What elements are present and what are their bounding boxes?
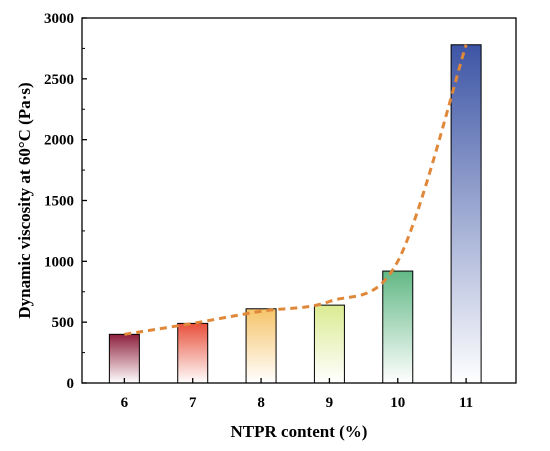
bars [108, 44, 482, 384]
x-tick-label: 7 [189, 395, 197, 411]
x-tick-label: 6 [121, 395, 129, 411]
y-axis: 0 500 1000 1500 2000 2500 3000 [44, 11, 87, 392]
trendline-path [124, 44, 468, 336]
y-tick-label: 2000 [44, 133, 74, 149]
y-tick-label: 500 [52, 315, 75, 331]
bar-7 [177, 322, 209, 384]
x-axis-title: NTPR content (%) [231, 422, 368, 441]
bar-6 [108, 333, 140, 384]
x-tick-label: 11 [459, 395, 473, 411]
bar-9 [313, 304, 345, 384]
y-tick-label: 3000 [44, 11, 74, 27]
y-tick-label: 1500 [44, 194, 74, 210]
bar-10 [382, 270, 414, 384]
x-tick-label: 9 [326, 395, 334, 411]
bar-11 [450, 44, 482, 384]
x-axis: 6 7 8 9 10 11 [121, 378, 473, 411]
trendline [124, 44, 468, 336]
bar-8 [245, 308, 277, 384]
x-tick-label: 10 [390, 395, 405, 411]
y-tick-label: 0 [67, 376, 75, 392]
y-tick-label: 2500 [44, 72, 74, 88]
y-tick-label: 1000 [44, 254, 74, 270]
x-tick-label: 8 [257, 395, 265, 411]
y-axis-title: Dynamic viscosity at 60°C (Pa·s) [15, 82, 34, 318]
